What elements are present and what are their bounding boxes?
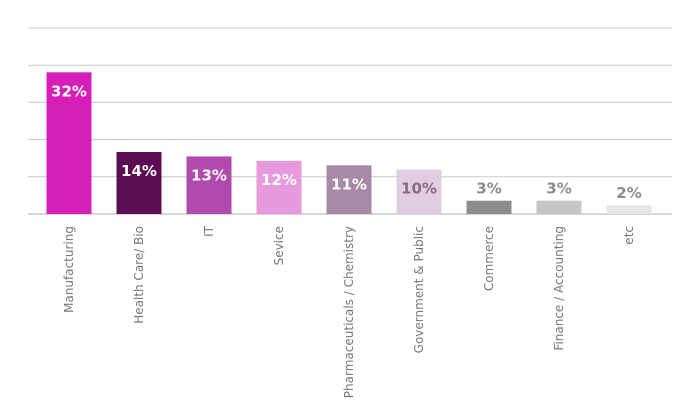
value-label: 11%: [331, 175, 367, 193]
value-label: 14%: [121, 162, 157, 180]
category-label: IT: [202, 225, 216, 237]
bar-pharmaceuticals-chemistry: [326, 165, 372, 214]
category-label: Finance / Accounting: [552, 226, 566, 351]
value-label: 13%: [191, 166, 227, 184]
category-label: Health Care/ Bio: [132, 226, 146, 324]
category-label: etc: [622, 226, 636, 245]
bar-manufacturing: [46, 72, 92, 215]
bars: [46, 72, 652, 215]
category-labels: Manufacturing Health Care/ Bio IT Sevice Pha…: [62, 225, 636, 398]
bar-health-care-bio: [116, 152, 162, 214]
category-label: Manufacturing: [62, 226, 76, 313]
value-label: 32%: [51, 82, 87, 100]
bar-it: [186, 156, 232, 214]
value-labels: 32% 14% 13% 12% 11% 10% 3% 3% 2%: [51, 82, 642, 202]
bar-government-public: [396, 169, 442, 214]
bar-sevice: [256, 160, 302, 214]
category-label: Pharmaceuticals / Chemistry: [342, 226, 356, 398]
bar-finance-accounting: [536, 200, 582, 214]
bar-etc: [606, 205, 652, 214]
value-label: 12%: [261, 171, 297, 189]
value-label: 2%: [616, 184, 641, 202]
category-label: Sevice: [272, 226, 286, 265]
category-label: Commerce: [482, 226, 496, 291]
value-label: 3%: [476, 180, 501, 198]
value-label: 10%: [401, 180, 437, 198]
category-label: Government & Public: [412, 226, 426, 353]
value-label: 3%: [546, 180, 571, 198]
bar-commerce: [466, 200, 512, 214]
